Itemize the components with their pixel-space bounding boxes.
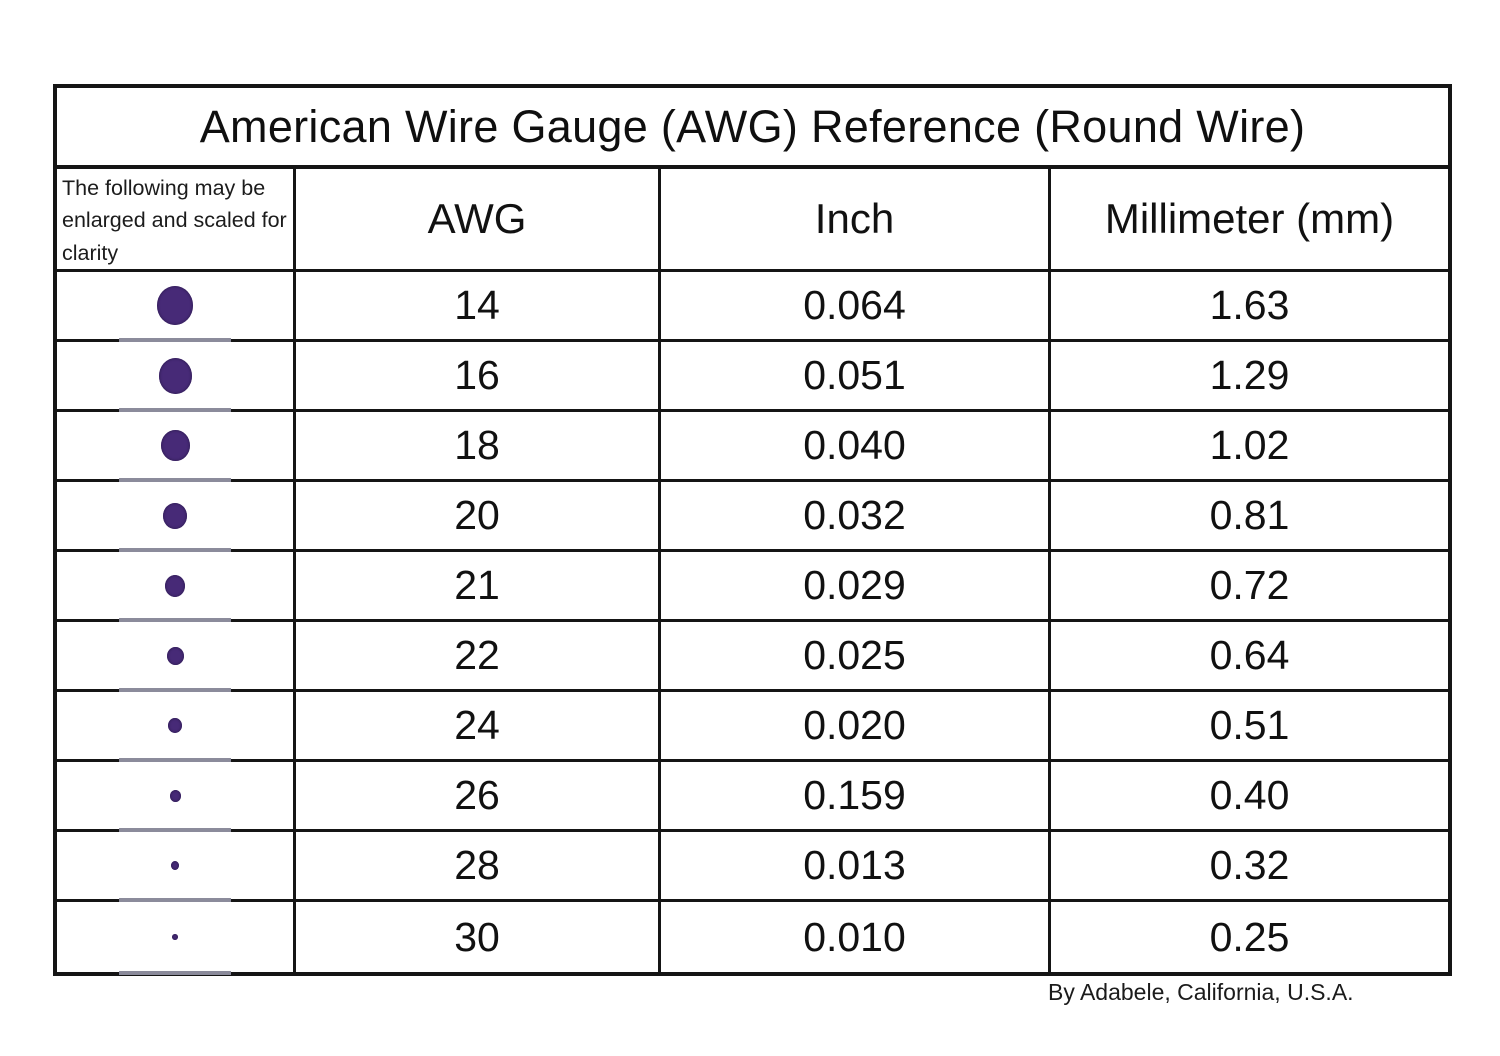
swatch-cell bbox=[57, 342, 296, 412]
awg-cell: 24 bbox=[296, 692, 661, 762]
swatch-underline bbox=[119, 758, 231, 762]
inch-cell: 0.064 bbox=[661, 272, 1051, 342]
swatch-cell bbox=[57, 692, 296, 762]
swatch-cell bbox=[57, 762, 296, 832]
inch-cell: 0.032 bbox=[661, 482, 1051, 552]
swatch-cell bbox=[57, 622, 296, 692]
inch-cell: 0.020 bbox=[661, 692, 1051, 762]
inch-cell: 0.029 bbox=[661, 552, 1051, 622]
inch-cell: 0.025 bbox=[661, 622, 1051, 692]
mm-cell: 0.72 bbox=[1051, 552, 1448, 622]
swatch-cell bbox=[57, 412, 296, 482]
inch-cell: 0.040 bbox=[661, 412, 1051, 482]
wire-size-dot-icon bbox=[172, 934, 178, 940]
swatch-cell bbox=[57, 272, 296, 342]
awg-reference-table: American Wire Gauge (AWG) Reference (Rou… bbox=[53, 84, 1452, 976]
swatch-underline bbox=[119, 971, 231, 975]
mm-cell: 1.63 bbox=[1051, 272, 1448, 342]
swatch-cell bbox=[57, 482, 296, 552]
wire-size-dot-icon bbox=[171, 861, 179, 870]
swatch-underline bbox=[119, 408, 231, 412]
awg-cell: 22 bbox=[296, 622, 661, 692]
col-header-mm: Millimeter (mm) bbox=[1051, 169, 1448, 272]
col-header-awg: AWG bbox=[296, 169, 661, 272]
swatch-column-note: The following may be enlarged and scaled… bbox=[57, 169, 296, 272]
inch-cell: 0.051 bbox=[661, 342, 1051, 412]
wire-size-dot-icon bbox=[157, 286, 193, 325]
inch-cell: 0.013 bbox=[661, 832, 1051, 902]
mm-cell: 0.51 bbox=[1051, 692, 1448, 762]
mm-cell: 0.40 bbox=[1051, 762, 1448, 832]
col-header-inch: Inch bbox=[661, 169, 1051, 272]
wire-size-dot-icon bbox=[160, 430, 190, 461]
inch-cell: 0.159 bbox=[661, 762, 1051, 832]
swatch-cell bbox=[57, 902, 296, 975]
wire-size-dot-icon bbox=[165, 574, 185, 597]
inch-cell: 0.010 bbox=[661, 902, 1051, 972]
swatch-underline bbox=[119, 898, 231, 902]
awg-cell: 30 bbox=[296, 902, 661, 972]
wire-size-dot-icon bbox=[166, 646, 184, 665]
swatch-underline bbox=[119, 548, 231, 552]
awg-cell: 18 bbox=[296, 412, 661, 482]
table-title: American Wire Gauge (AWG) Reference (Rou… bbox=[57, 88, 1448, 169]
mm-cell: 0.25 bbox=[1051, 902, 1448, 972]
wire-size-dot-icon bbox=[169, 789, 181, 802]
mm-cell: 1.29 bbox=[1051, 342, 1448, 412]
awg-cell: 16 bbox=[296, 342, 661, 412]
mm-cell: 1.02 bbox=[1051, 412, 1448, 482]
swatch-cell bbox=[57, 552, 296, 622]
swatch-underline bbox=[119, 478, 231, 482]
swatch-underline bbox=[119, 688, 231, 692]
wire-size-dot-icon bbox=[168, 718, 182, 733]
mm-cell: 0.32 bbox=[1051, 832, 1448, 902]
awg-cell: 26 bbox=[296, 762, 661, 832]
swatch-cell bbox=[57, 832, 296, 902]
swatch-underline bbox=[119, 828, 231, 832]
wire-size-dot-icon bbox=[163, 502, 187, 529]
awg-cell: 21 bbox=[296, 552, 661, 622]
swatch-underline bbox=[119, 338, 231, 342]
swatch-underline bbox=[119, 618, 231, 622]
mm-cell: 0.64 bbox=[1051, 622, 1448, 692]
credit-text: By Adabele, California, U.S.A. bbox=[1048, 979, 1354, 1005]
mm-cell: 0.81 bbox=[1051, 482, 1448, 552]
awg-cell: 28 bbox=[296, 832, 661, 902]
awg-cell: 14 bbox=[296, 272, 661, 342]
awg-cell: 20 bbox=[296, 482, 661, 552]
wire-size-dot-icon bbox=[158, 357, 192, 394]
